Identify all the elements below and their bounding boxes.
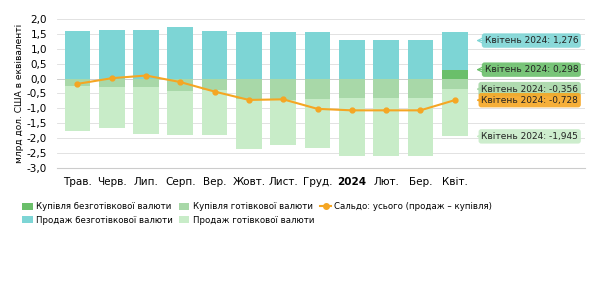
Bar xyxy=(99,78,125,87)
Bar xyxy=(339,98,365,157)
Bar xyxy=(442,78,467,89)
Bar xyxy=(271,100,296,145)
Bar xyxy=(167,27,193,78)
Bar xyxy=(236,78,262,99)
Legend: Купівля безготівкової валюти, Продаж безготівкової валюти, Купівля готівкової ва: Купівля безготівкової валюти, Продаж без… xyxy=(19,199,496,228)
Bar xyxy=(202,78,227,90)
Bar xyxy=(305,78,331,99)
Bar xyxy=(442,32,467,70)
Bar xyxy=(305,99,331,148)
Bar xyxy=(65,78,91,86)
Bar xyxy=(133,88,159,133)
Bar xyxy=(373,78,399,98)
Bar xyxy=(407,78,433,98)
Bar xyxy=(407,40,433,78)
Bar xyxy=(202,90,227,135)
Bar xyxy=(271,32,296,78)
Text: Квітень 2024: 0,298: Квітень 2024: 0,298 xyxy=(485,65,578,74)
Bar xyxy=(442,70,467,78)
Bar xyxy=(167,91,193,135)
Bar xyxy=(133,78,159,88)
Bar xyxy=(236,99,262,149)
Bar xyxy=(65,86,91,131)
Text: Квітень 2024: 1,276: Квітень 2024: 1,276 xyxy=(485,36,578,45)
Text: Квітень 2024: -1,945: Квітень 2024: -1,945 xyxy=(481,132,578,141)
Bar xyxy=(373,98,399,157)
Bar xyxy=(65,31,91,78)
Bar xyxy=(99,87,125,128)
Bar xyxy=(305,33,331,78)
Y-axis label: млрд дол. США в еквіваленті: млрд дол. США в еквіваленті xyxy=(15,24,24,163)
Bar xyxy=(339,78,365,98)
Bar xyxy=(407,98,433,157)
Bar xyxy=(271,78,296,100)
Bar xyxy=(99,30,125,78)
Bar xyxy=(339,40,365,78)
Bar xyxy=(373,40,399,78)
Bar xyxy=(442,89,467,136)
Text: Квітень 2024: -0,356: Квітень 2024: -0,356 xyxy=(481,85,578,94)
Bar xyxy=(236,32,262,78)
Text: Квітень 2024: -0,728: Квітень 2024: -0,728 xyxy=(481,96,578,105)
Bar xyxy=(202,32,227,78)
Bar xyxy=(133,30,159,78)
Bar xyxy=(167,78,193,91)
